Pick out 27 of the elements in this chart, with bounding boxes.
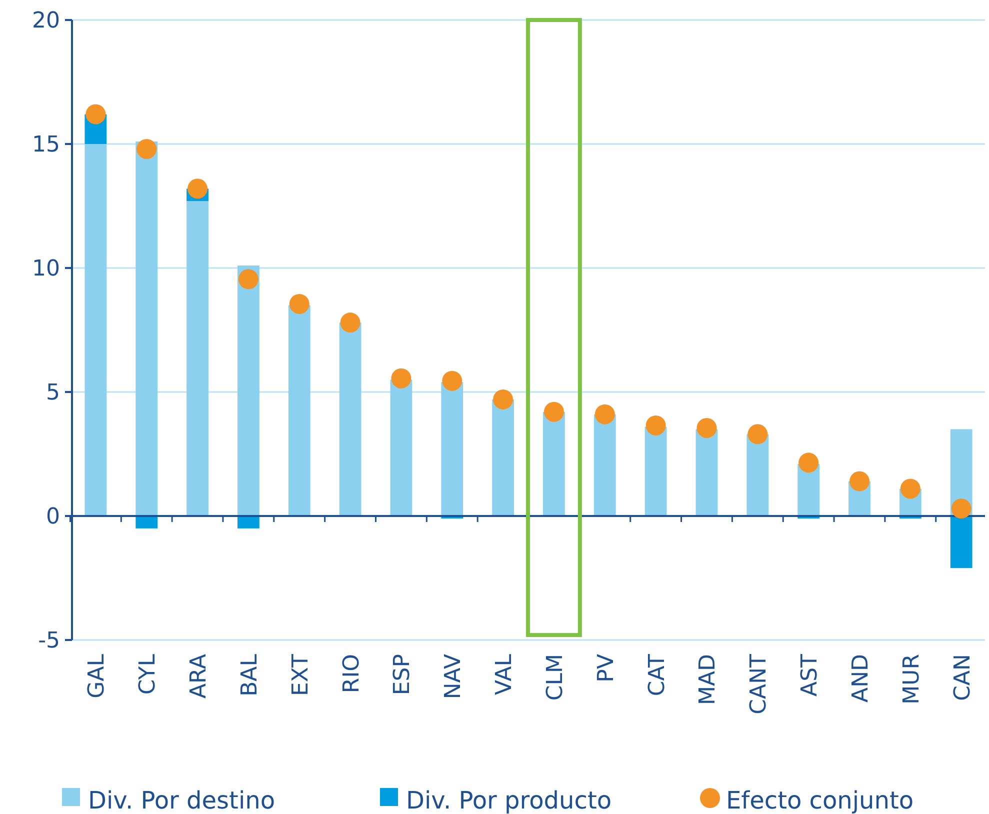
x-tick-label: CAN (950, 654, 976, 701)
y-tick-label: 20 (32, 8, 60, 34)
y-tick-label: 15 (32, 132, 60, 158)
x-tick-label: MUR (899, 654, 924, 704)
x-tick-label: VAL (492, 653, 518, 695)
legend-label: Efecto conjunto (726, 786, 914, 814)
x-tick-label: MAD (696, 654, 721, 705)
x-tick-label: CANT (746, 653, 772, 714)
x-tick-label: PV (594, 654, 619, 682)
x-tick-label: ARA (186, 654, 212, 698)
y-tick-label: -5 (38, 628, 60, 654)
x-tick-label: CYL (136, 653, 161, 695)
x-tick-label: RIO (339, 654, 364, 694)
y-tick-label: 0 (46, 504, 60, 530)
y-tick-label: 10 (32, 256, 60, 282)
x-tick-label: CAT (644, 653, 670, 696)
x-tick-label: CLM (542, 654, 568, 701)
y-tick-label: 5 (46, 380, 60, 406)
x-tick-label: BAL (237, 653, 262, 696)
legend-label: Div. Por producto (406, 786, 612, 814)
x-tick-label: GAL (84, 653, 110, 698)
x-tick-label: NAV (441, 654, 466, 700)
legend-label: Div. Por destino (88, 786, 276, 814)
x-tick-label: AST (798, 653, 823, 696)
x-tick-label: AND (848, 654, 874, 702)
x-tick-label: EXT (288, 653, 314, 696)
x-tick-label: ESP (390, 654, 416, 696)
